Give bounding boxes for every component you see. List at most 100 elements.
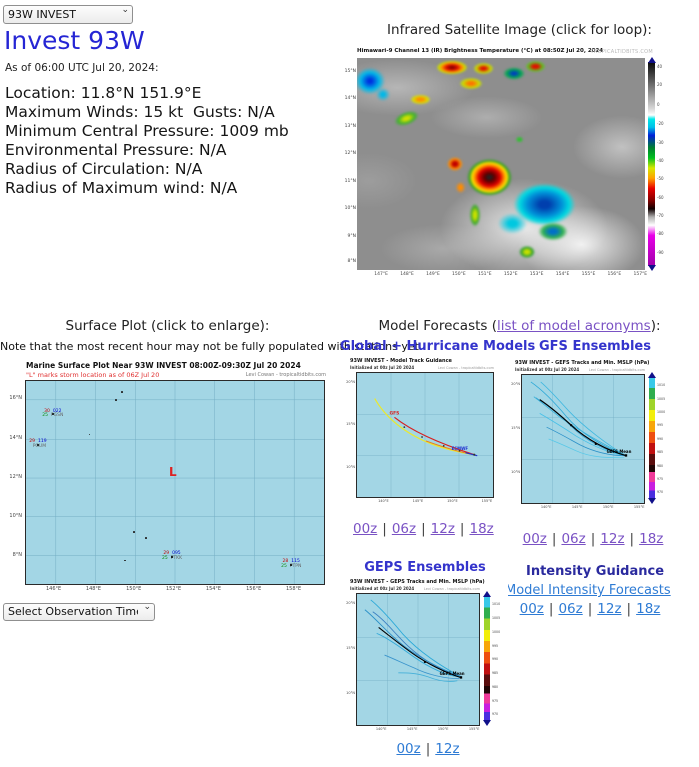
colorbar-tick: 20 <box>657 82 663 88</box>
cold-cloud-blob <box>495 210 530 237</box>
link-separator: | <box>382 521 387 537</box>
cycle-link-00z[interactable]: 00z <box>519 601 544 617</box>
gefs-tracks-image[interactable]: 93W INVEST - GEFS Tracks and Min. MSLP (… <box>511 359 673 514</box>
cycle-link-06z[interactable]: 06z <box>391 521 417 537</box>
gefs-lat-axis: 20°N 15°N 10°N <box>511 374 521 504</box>
axis-tick: 8°N <box>12 552 22 559</box>
model-track-lon-axis: 140°E 145°E 150°E 155°E <box>356 499 494 505</box>
link-separator: | <box>421 521 426 537</box>
axis-tick: 10°N <box>9 513 22 520</box>
cold-cloud-blob <box>374 85 392 103</box>
surface-plot-image[interactable]: Marine Surface Plot Near 93W INVEST 08:0… <box>2 358 332 594</box>
surface-lat-axis: 16°N 14°N 12°N 10°N 8°N <box>2 380 24 585</box>
colorbar-tick: 975 <box>492 698 499 703</box>
colorbar-tick: 1000 <box>657 409 666 414</box>
link-separator: | <box>629 531 635 547</box>
cycle-link-12z[interactable]: 12z <box>600 531 625 547</box>
gefs-mean-label: GEFS Mean <box>607 449 632 454</box>
cycle-link-18z[interactable]: 18z <box>469 521 494 537</box>
station-plot-ptkk: 29 095 25 PTKK <box>160 551 184 562</box>
cycle-link-06z[interactable]: 06z <box>558 601 583 617</box>
axis-tick: 9°N <box>347 233 356 239</box>
colorbar-tick: 995 <box>492 643 499 648</box>
surface-plot-note: Note that the most recent hour may not b… <box>0 340 423 353</box>
axis-tick: 140°E <box>540 505 552 509</box>
ecmwf-track-label: ECMWF <box>452 446 469 451</box>
colorbar-tick: -20 <box>657 121 664 127</box>
colorbar-tick: -50 <box>657 176 664 182</box>
axis-tick: 149°E <box>426 272 440 277</box>
model-acronyms-link[interactable]: list of model acronyms <box>497 318 651 334</box>
gefs-credit: Levi Cowan - tropicaltidbits.com <box>588 367 645 372</box>
mslp-colorbar <box>649 377 655 499</box>
model-track-lat-axis: 20°N 15°N 10°N <box>346 372 356 498</box>
axis-tick: 15°N <box>346 646 355 651</box>
geps-map: GEPS Mean <box>356 593 480 726</box>
station-dot <box>36 443 39 446</box>
convection-blob <box>454 180 467 194</box>
axis-tick: 148°E <box>400 272 414 277</box>
colorbar-tick: 1010 <box>492 602 501 607</box>
cycle-link-00z[interactable]: 00z <box>353 521 378 537</box>
geps-tracks-image[interactable]: 93W INVEST - GEPS Tracks and Min. MSLP (… <box>346 578 508 736</box>
axis-tick: 150°E <box>126 586 142 592</box>
stat-radius-circulation: Radius of Circulation: N/A <box>5 160 203 178</box>
convection-blob <box>518 244 536 260</box>
mslp-colorbar-ticks: 1010 1005 1000 995 990 985 980 975 970 <box>492 596 508 721</box>
convection-blob <box>501 66 527 82</box>
link-separator: | <box>590 531 596 547</box>
axis-tick: 145°E <box>571 505 583 509</box>
axis-tick: 11°N <box>344 178 356 184</box>
model-forecasts-section-title: Model Forecasts (list of model acronyms)… <box>340 318 699 334</box>
model-track-guidance-image[interactable]: 93W INVEST - Model Track Guidance Initia… <box>346 357 498 509</box>
intensity-cycle-links: 00z | 06z | 12z | 18z <box>505 601 675 617</box>
axis-tick: 157°E <box>633 272 648 277</box>
axis-tick: 10°N <box>346 465 355 470</box>
obs-speck <box>115 399 117 401</box>
colorbar-tick: 980 <box>657 463 664 468</box>
global-hurricane-header: Global + Hurricane Models <box>340 339 536 354</box>
storm-selector[interactable]: 93W INVEST <box>3 5 133 24</box>
surface-plot-title: Marine Surface Plot Near 93W INVEST 08:0… <box>26 361 301 370</box>
cycle-link-06z[interactable]: 06z <box>561 531 586 547</box>
station-temp: 28 <box>282 558 289 564</box>
tropicaltidbits-watermark: TROPICALTIDBITS.COM <box>590 48 653 55</box>
cycle-link-12z[interactable]: 12z <box>435 741 460 757</box>
geps-credit: Levi Cowan - tropicaltidbits.com <box>423 586 480 591</box>
axis-tick: 15°N <box>511 426 520 430</box>
cycle-link-00z[interactable]: 00z <box>522 531 547 547</box>
station-pressure: 119 <box>37 438 47 444</box>
intensity-forecasts-link-wrap: Model Intensity Forecasts <box>505 583 671 598</box>
page-title: Invest 93W <box>4 26 145 55</box>
convection-blob <box>389 106 423 131</box>
axis-tick: 150°E <box>437 727 449 731</box>
model-intensity-forecasts-link[interactable]: Model Intensity Forecasts <box>505 583 671 598</box>
obs-time-selector-wrap: Select Observation Time... ⌄ <box>3 600 155 621</box>
colorbar-tick: 995 <box>657 423 664 428</box>
cold-cloud-blob <box>535 221 571 243</box>
convection-blob <box>446 155 464 173</box>
station-id: PGUM <box>32 443 47 449</box>
axis-tick: 146°E <box>46 586 62 592</box>
cycle-link-12z[interactable]: 12z <box>597 601 622 617</box>
link-separator: | <box>459 521 465 537</box>
cycle-link-18z[interactable]: 18z <box>639 531 664 547</box>
colorbar-tick: 1000 <box>492 629 501 634</box>
stat-env-pressure: Environmental Pressure: N/A <box>5 141 227 159</box>
cycle-link-18z[interactable]: 18z <box>636 601 661 617</box>
stat-max-winds: Maximum Winds: 15 kt Gusts: N/A <box>5 103 275 121</box>
stat-min-pressure: Minimum Central Pressure: 1009 mb <box>5 122 289 140</box>
colorbar-tick: 1005 <box>492 616 501 620</box>
axis-tick: 147°E <box>374 272 388 277</box>
geps-init: Initialized at 00z Jul 20 2024 <box>350 586 415 591</box>
axis-tick: 152°E <box>166 586 182 592</box>
satellite-image[interactable]: Himawari-9 Channel 13 (IR) Brightness Te… <box>345 46 675 286</box>
obs-time-selector[interactable]: Select Observation Time... <box>3 602 155 621</box>
axis-tick: 14°N <box>9 435 22 442</box>
colorbar-tick: 970 <box>492 712 499 717</box>
cycle-link-00z[interactable]: 00z <box>396 741 421 757</box>
link-separator: | <box>551 531 557 547</box>
station-dot <box>171 555 174 558</box>
cycle-link-12z[interactable]: 12z <box>430 521 455 537</box>
